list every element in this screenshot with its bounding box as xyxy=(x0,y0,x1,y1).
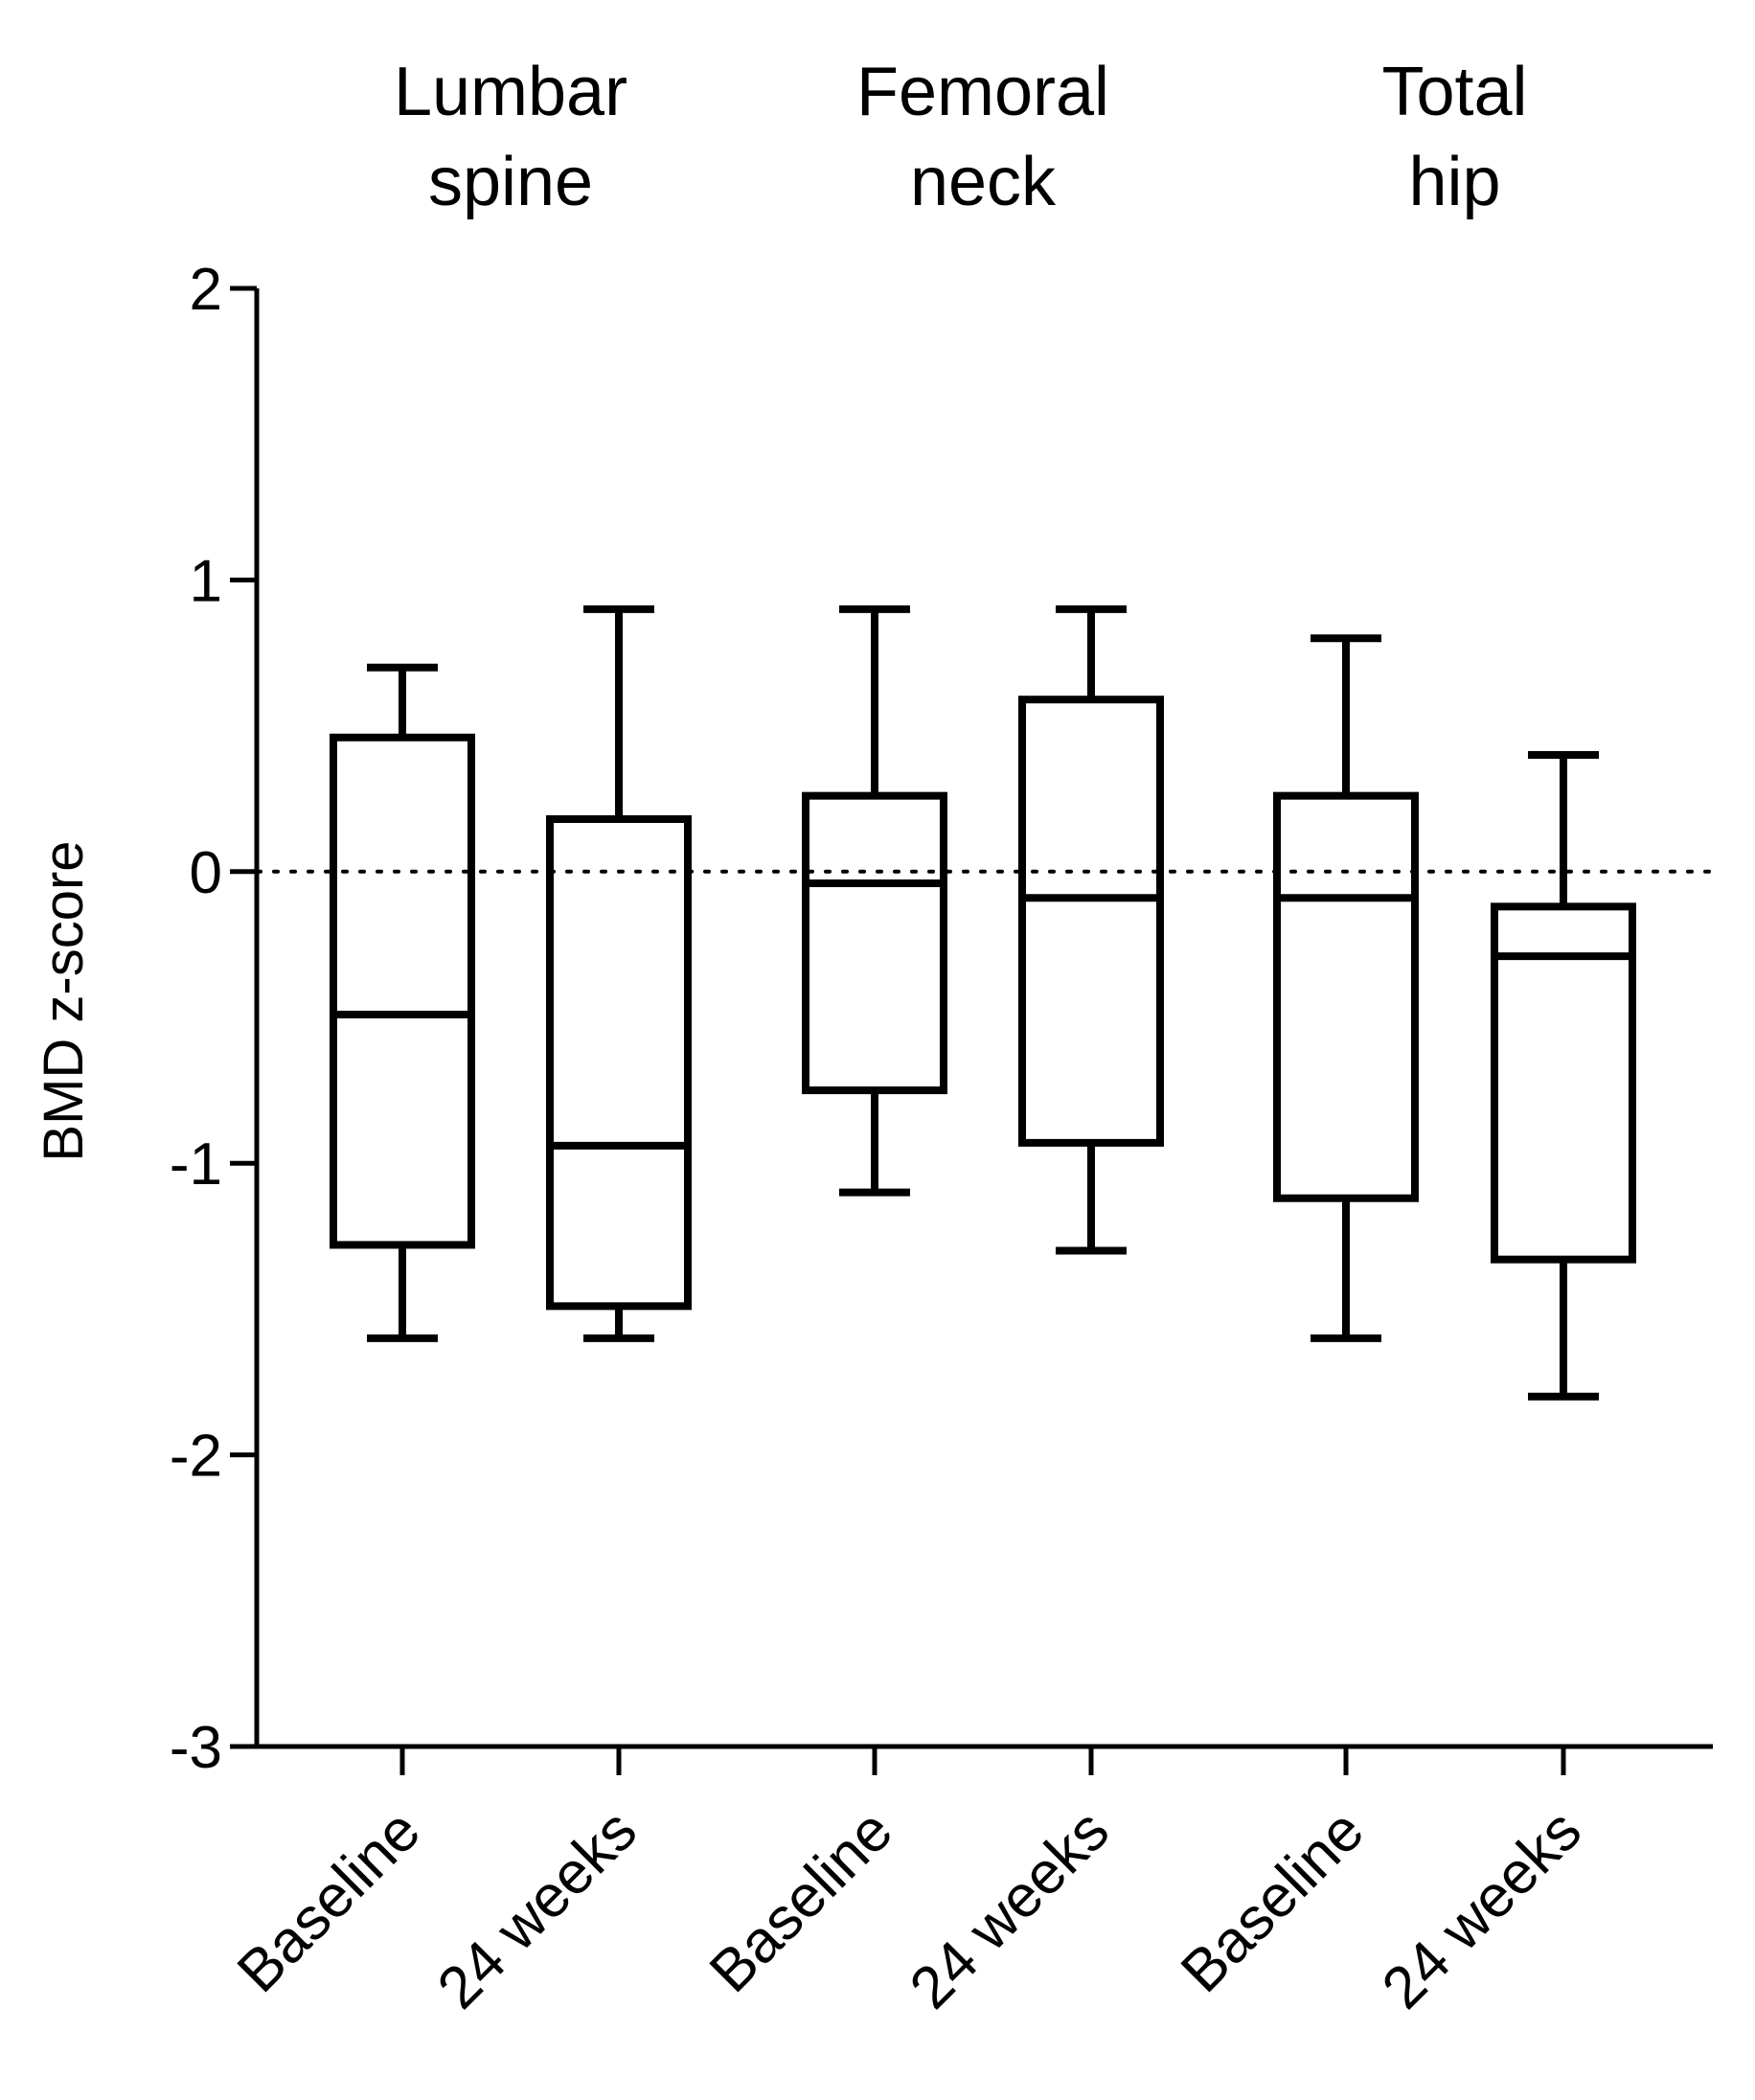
y-tick-label: 2 xyxy=(190,257,222,323)
y-ticks: -3 -2 -1 0 1 2 xyxy=(170,257,257,1781)
iqr-box xyxy=(802,791,947,1095)
group-label: hip xyxy=(1408,144,1500,220)
box-1 xyxy=(330,663,475,1342)
y-tick-label: -2 xyxy=(170,1424,222,1490)
x-tick-label: 24 weeks xyxy=(1370,1797,1594,2021)
boxes xyxy=(330,605,1636,1401)
iqr-box xyxy=(330,733,475,1249)
group-label: Femoral xyxy=(856,54,1109,130)
box-2 xyxy=(546,605,692,1342)
box-5 xyxy=(1273,634,1419,1342)
box-4 xyxy=(1018,605,1164,1255)
group-label: Total xyxy=(1381,54,1527,130)
x-tick-label: Baseline xyxy=(225,1797,433,2005)
x-tick-label: 24 weeks xyxy=(898,1797,1122,2021)
box-3 xyxy=(802,605,947,1197)
group-label: spine xyxy=(428,144,593,220)
iqr-box xyxy=(546,815,692,1311)
x-tick-label: Baseline xyxy=(697,1797,905,2005)
y-tick-label: -1 xyxy=(170,1131,222,1198)
iqr-box xyxy=(1491,902,1636,1264)
group-label: Lumbar xyxy=(394,54,627,130)
group-labels: Lumbar spine Femoral neck Total hip xyxy=(394,54,1528,220)
y-axis-label: BMD z-score xyxy=(33,840,95,1161)
axes xyxy=(254,288,1715,1749)
y-tick-label: 0 xyxy=(190,840,222,906)
x-tick-label: Baseline xyxy=(1169,1797,1377,2005)
iqr-box xyxy=(1018,696,1164,1147)
box-6 xyxy=(1491,751,1636,1401)
y-tick-label: 1 xyxy=(190,548,222,614)
iqr-box xyxy=(1273,791,1419,1202)
group-label: neck xyxy=(910,144,1057,220)
x-tick-label: 24 weeks xyxy=(425,1797,650,2021)
y-tick-label: -3 xyxy=(170,1715,222,1781)
